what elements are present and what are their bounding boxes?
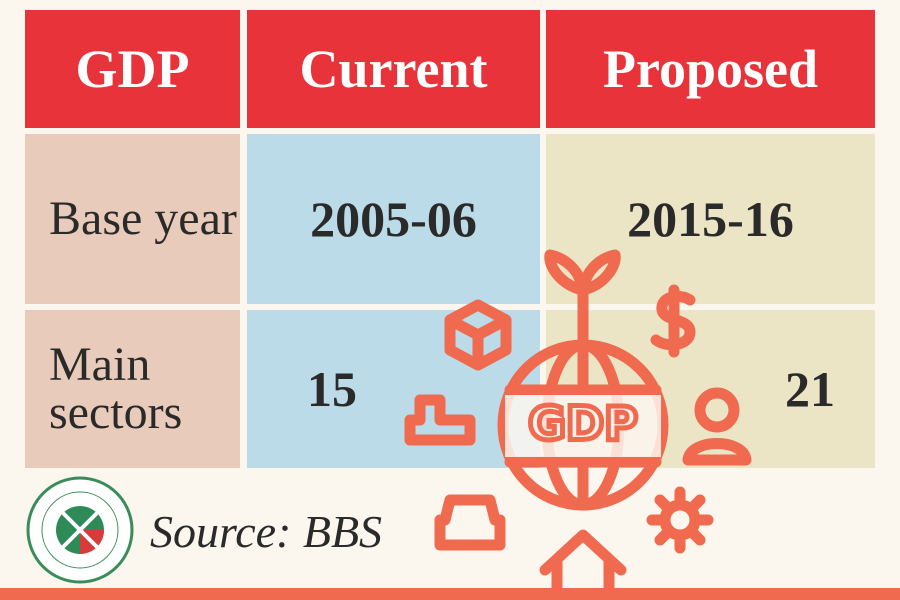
row-label: Main sectors [25,310,240,468]
header-cell: Proposed [546,10,875,128]
header-cell: Current [247,10,540,128]
bbs-logo [26,476,134,584]
gdp-icon [404,249,752,600]
icon-band [505,395,661,457]
source-note: Source: BBS [150,506,383,557]
icon-label: GDP [528,397,638,451]
row-label: Base year [25,134,240,304]
current-value: 15 [247,310,540,468]
bottom-bar [0,588,900,600]
current-value: 2005-06 [247,134,540,304]
header-cell: GDP [25,10,240,128]
